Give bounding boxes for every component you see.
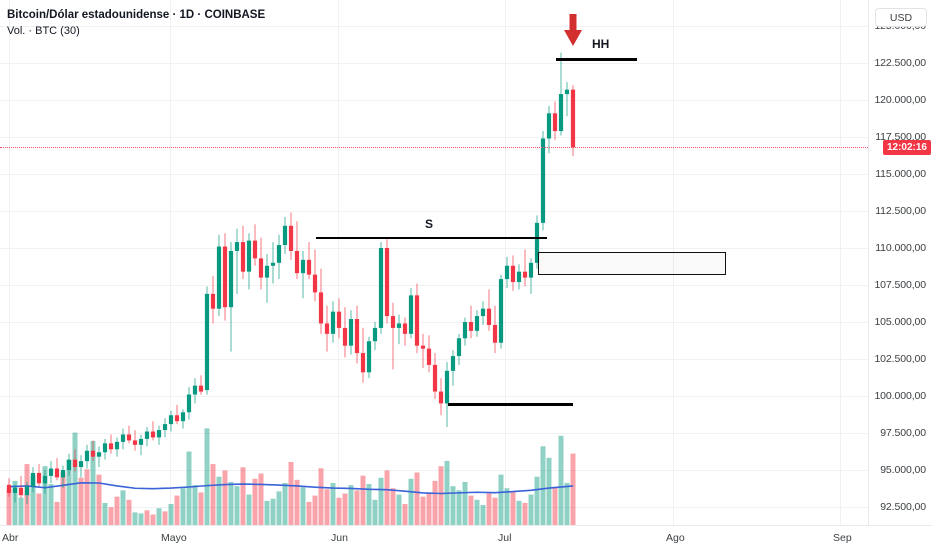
price-axis-tick: 105.000,00 [874, 316, 926, 328]
price-axis-tick: 120.000,00 [874, 94, 926, 106]
price-axis-tick: 92.500,00 [880, 501, 926, 513]
grid-line-horizontal [0, 359, 868, 360]
chart-legend: Bitcoin/Dólar estadounidense · 1D · COIN… [7, 8, 265, 38]
grid-line-vertical [338, 0, 339, 525]
price-axis-tick: 115.000,00 [875, 168, 926, 180]
time-axis-tick: Sep [833, 532, 852, 544]
hh-arrow[interactable] [563, 14, 583, 53]
grid-line-horizontal [0, 26, 868, 27]
price-axis[interactable]: 125.000,00122.500,00120.000,00117.500,00… [868, 0, 932, 525]
price-volume-series [6, 52, 576, 525]
symbol-title[interactable]: Bitcoin/Dólar estadounidense · 1D · COIN… [7, 9, 266, 21]
s-line[interactable] [316, 237, 547, 239]
grid-line-vertical [673, 0, 674, 525]
time-axis-tick: Ago [666, 532, 685, 544]
grid-line-horizontal [0, 137, 868, 138]
price-axis-tick: 97.500,00 [880, 427, 926, 439]
price-axis-tick: 95.000,00 [880, 464, 926, 476]
time-axis-tick: Abr [2, 532, 19, 544]
time-axis[interactable]: Abr Mayo Jun Jul Ago Sep [0, 525, 932, 550]
grid-line-horizontal [0, 174, 868, 175]
grid-line-horizontal [0, 507, 868, 508]
currency-badge[interactable]: USD [875, 8, 927, 27]
grid-line-horizontal [0, 211, 868, 212]
time-axis-tick: Mayo [161, 532, 187, 544]
grid-line-horizontal [0, 100, 868, 101]
price-axis-tick: 110.000,00 [875, 242, 926, 254]
grid-line-vertical [505, 0, 506, 525]
time-axis-tick: Jul [498, 532, 512, 544]
volume-indicator-title[interactable]: Vol. · BTC (30) [7, 25, 80, 37]
hh-line[interactable] [556, 58, 637, 61]
hh-label[interactable]: HH [592, 37, 610, 51]
s-label[interactable]: S [425, 217, 434, 231]
price-axis-tick: 100.000,00 [874, 390, 926, 402]
countdown-badge: 12:02:16 [882, 140, 931, 155]
price-axis-tick: 107.500,00 [874, 279, 926, 291]
grid-line-horizontal [0, 63, 868, 64]
grid-line-horizontal [0, 396, 868, 397]
support-line[interactable] [448, 403, 573, 406]
chart-pane[interactable]: HH S [0, 0, 868, 525]
grid-line-vertical [840, 0, 841, 525]
price-axis-tick: 122.500,00 [874, 57, 926, 69]
price-axis-tick: 112.500,00 [875, 205, 926, 217]
price-axis-tick: 102.500,00 [874, 353, 926, 365]
grid-line-horizontal [0, 433, 868, 434]
time-axis-tick: Jun [331, 532, 348, 544]
supply-zone-box[interactable] [538, 252, 726, 275]
price-axis-tick: 117.500,00 [875, 131, 926, 143]
last-price-line [0, 147, 868, 148]
grid-line-horizontal [0, 470, 868, 471]
grid-line-vertical [170, 0, 171, 525]
grid-line-horizontal [0, 285, 868, 286]
grid-line-horizontal [0, 322, 868, 323]
grid-line-vertical [9, 0, 10, 525]
grid-line-horizontal [0, 248, 868, 249]
